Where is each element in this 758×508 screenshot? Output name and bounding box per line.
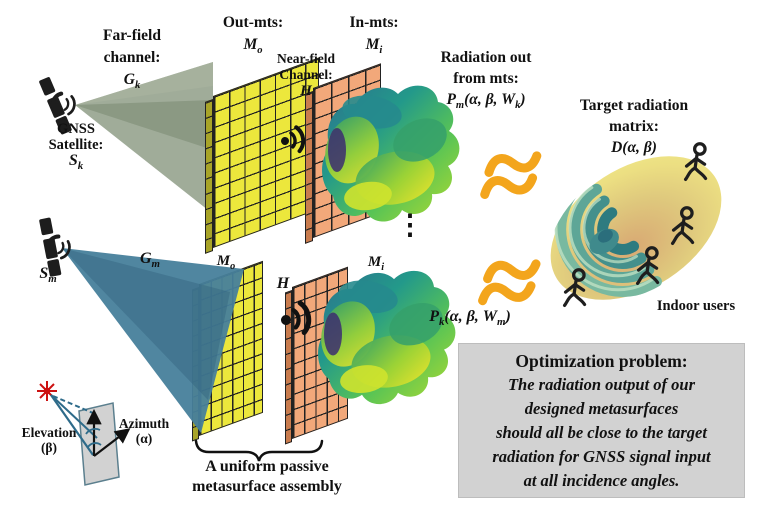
in-mts-bottom-label: Mi (367, 254, 385, 273)
near-field-bottom-label: H (276, 275, 290, 292)
metasurface-side-edge (205, 99, 213, 254)
elevation-label: Elevation (β) (21, 425, 77, 455)
wave-arrows-bottom (478, 260, 540, 302)
radiation-out-label: Radiation out from mts: Pm(α, β, Wk) (418, 47, 554, 116)
indoor-users-label: Indoor users (656, 298, 736, 314)
angle-arc (85, 428, 101, 435)
far-field-channel-label: Far-field channel: Gk (103, 27, 161, 92)
indoor-user-icon (635, 246, 660, 286)
azimuth-label: Azimuth (α) (118, 416, 170, 446)
assembly-label: A uniform passive metasurface assembly (192, 458, 342, 495)
sun-icon (37, 381, 57, 401)
metasurface-side-edge (285, 290, 292, 445)
pk-formula: Pk(α, β, Wm) (429, 308, 511, 329)
metasurface-face (292, 266, 348, 439)
indoor-user-icon (670, 206, 695, 246)
optimization-title: Optimization problem: (515, 351, 688, 371)
in-mts-label: In-mts: Mi (349, 14, 399, 57)
out-mts-label: Out-mts: Mo (222, 14, 284, 57)
in-metasurface-bottom (285, 266, 348, 445)
pm-formula: Pm(α, β, Wk) (446, 91, 526, 112)
optimization-line: designed metasurfaces (524, 399, 679, 418)
metasurface-side-edge (192, 287, 199, 442)
optimization-problem-box: Optimization problem: The radiation outp… (458, 343, 745, 498)
channel-m-label: Gm (139, 250, 161, 271)
metasurface-face (199, 260, 263, 436)
target-radiation-label: Target radiation matrix: D(α, β) (579, 97, 689, 156)
out-mts-bottom-label: Mo (216, 253, 236, 272)
out-metasurface-bottom (192, 260, 263, 442)
vertical-ellipsis-icon: ⋮ (396, 210, 424, 241)
optimization-line: The radiation output of our (507, 375, 696, 394)
optimization-line: at all incidence angles. (523, 471, 680, 490)
near-field-channel-label: Near-field Channel: H (277, 51, 335, 99)
indoor-user-icon (562, 268, 587, 308)
metasurface-side-edge (305, 91, 313, 244)
satellite-m-label: Sm (39, 265, 57, 286)
sight-line-dashed (52, 395, 94, 414)
optimization-line: should all be close to the target (496, 423, 707, 442)
gnss-satellite-label: GNSS Satellite: Sk (48, 121, 104, 173)
optimization-line: radiation for GNSS signal input (492, 447, 711, 466)
angle-arc (87, 442, 102, 448)
wave-arrows-top (479, 152, 542, 196)
